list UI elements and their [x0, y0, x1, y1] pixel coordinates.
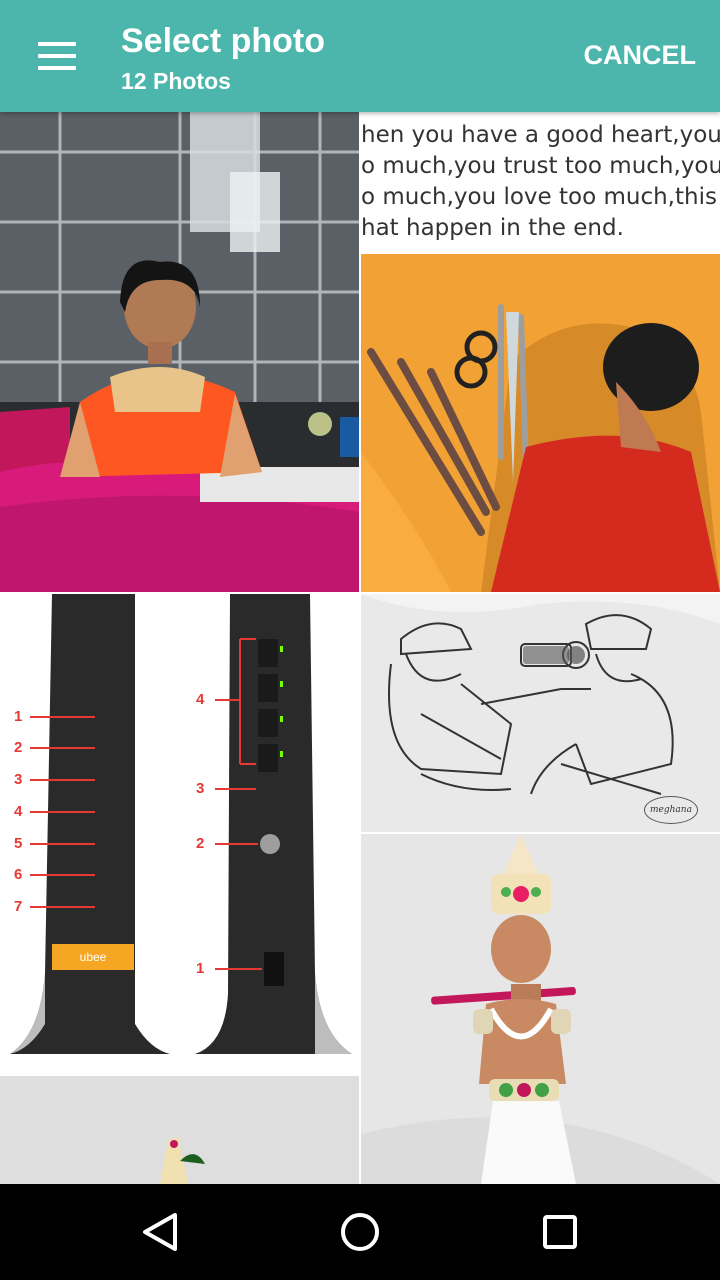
meme-caption: hen you have a good heart,you he o much,…	[361, 112, 720, 254]
photo-router-image	[0, 594, 359, 1074]
home-circle-icon	[341, 1213, 379, 1251]
router-callout: 1	[14, 708, 23, 725]
router-callout: 6	[14, 866, 23, 883]
router-callout: 1	[196, 960, 205, 977]
meme-line: o much,you love too much,this is	[361, 184, 720, 210]
photo-child-image	[361, 834, 720, 1184]
meme-line: hat happen in the end.	[361, 215, 624, 241]
menu-icon-line	[38, 54, 76, 58]
recents-square-icon	[543, 1215, 577, 1249]
app-bar: Select photo 12 Photos CANCEL	[0, 0, 720, 112]
router-callout: 3	[14, 771, 23, 788]
menu-icon-line	[38, 42, 76, 46]
router-callout: 2	[196, 835, 205, 852]
photo-count: 12 Photos	[121, 68, 231, 94]
router-callout: 7	[14, 898, 23, 915]
photo-thumbnail-child-2[interactable]	[0, 1076, 359, 1184]
artist-signature: meghana	[644, 796, 698, 824]
back-triangle-icon	[143, 1213, 177, 1251]
photo-child-2-image	[0, 1076, 359, 1184]
router-callout: 3	[196, 780, 205, 797]
cancel-button[interactable]: CANCEL	[583, 40, 697, 70]
photo-thumbnail-woman[interactable]	[0, 112, 359, 592]
page-title: Select photo	[121, 22, 326, 60]
router-callout: 4	[196, 691, 205, 708]
photo-thumbnail-meme[interactable]: hen you have a good heart,you he o much,…	[361, 112, 720, 592]
menu-button[interactable]	[20, 30, 92, 82]
photo-thumbnail-sketch[interactable]: meghana	[361, 594, 720, 832]
router-brand-label: ubee	[52, 944, 134, 970]
photo-thumbnail-router[interactable]: 1 2 3 4 5 6 7 4 3 2 1 ubee	[0, 594, 359, 1074]
menu-icon-line	[38, 66, 76, 70]
router-callout: 5	[14, 835, 23, 852]
home-button[interactable]	[320, 1202, 400, 1262]
meme-line: hen you have a good heart,you he	[361, 122, 720, 148]
back-button[interactable]	[120, 1202, 200, 1262]
photo-woman-image	[0, 112, 359, 592]
recents-button[interactable]	[520, 1202, 600, 1262]
photo-thumbnail-child[interactable]	[361, 834, 720, 1184]
router-callout: 2	[14, 739, 23, 756]
meme-line: o much,you trust too much,you gi	[361, 153, 720, 179]
system-nav-bar	[0, 1184, 720, 1280]
photo-sketch-image	[361, 594, 720, 832]
photo-grid: hen you have a good heart,you he o much,…	[0, 112, 720, 1184]
router-callout: 4	[14, 803, 23, 820]
